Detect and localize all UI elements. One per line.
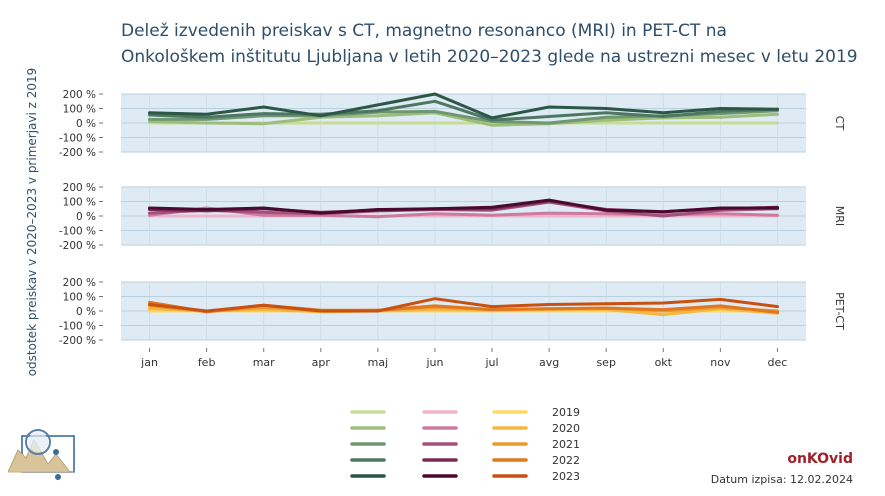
y-tick-label: 200 % — [63, 182, 96, 194]
panel-label: PET-CT — [833, 292, 846, 330]
legend-label: 2022 — [552, 454, 580, 467]
x-tick-label: sep — [596, 356, 615, 369]
legend: 2019 2020 2021 2022 2023 — [350, 406, 580, 483]
y-tick-label: 200 % — [63, 89, 96, 101]
y-tick-label: -100 % — [59, 133, 96, 145]
chart-title-line-2: Onkološkem inštitutu Ljubljana v letih 2… — [121, 47, 858, 67]
legend-label: 2023 — [552, 470, 580, 483]
y-tick-label: 200 % — [63, 277, 96, 289]
series-line-ct-2022 — [148, 99, 779, 122]
series-line-ct-2020 — [148, 111, 779, 127]
x-tick-label: jul — [484, 356, 498, 369]
panel-mri: -200 % -100 % 0 % 100 % 200 % MRI — [59, 182, 846, 252]
y-tick-label: 0 % — [76, 211, 96, 223]
x-tick-label: okt — [655, 356, 673, 369]
panel-ct: -200 % -100 % 0 % 100 % 200 % CT — [59, 89, 846, 159]
y-tick-label: -200 % — [59, 335, 96, 347]
x-tick-label: avg — [539, 356, 559, 369]
y-tick-label: 100 % — [63, 104, 96, 116]
panel-label: MRI — [833, 206, 846, 226]
y-tick-label: -200 % — [59, 147, 96, 159]
y-tick-label: 0 % — [76, 306, 96, 318]
date-label: Datum izpisa: 12.02.2024 — [710, 473, 853, 486]
series-line-ct-2023 — [148, 92, 779, 120]
chart-title-line-1: Delež izvedenih preiskav s CT, magnetno … — [121, 21, 727, 41]
onkovid-logo-icon — [8, 429, 75, 480]
y-tick-label: -100 % — [59, 321, 96, 333]
x-tick-label: jun — [425, 356, 443, 369]
y-tick-label: 0 % — [76, 118, 96, 130]
x-tick-label: jan — [140, 356, 158, 369]
x-tick-label: apr — [312, 356, 331, 369]
legend-label: 2019 — [552, 406, 580, 419]
panel-label: CT — [833, 116, 846, 131]
series-line-pet-ct-2023 — [148, 297, 779, 313]
y-axis-title: odstotek preiskav v 2020–2023 v primerja… — [25, 68, 39, 377]
chart-title: Delež izvedenih preiskav s CT, magnetno … — [121, 18, 881, 70]
x-tick-label: mar — [253, 356, 275, 369]
x-tick-label: nov — [710, 356, 731, 369]
series-line-mri-2023 — [148, 198, 779, 215]
x-tick-label: dec — [768, 356, 788, 369]
legend-label: 2020 — [552, 422, 580, 435]
panel-pet-ct: -200 % -100 % 0 % 100 % 200 % PET-CT — [59, 277, 846, 347]
brand-label: onKOvid — [787, 451, 853, 467]
legend-label: 2021 — [552, 438, 580, 451]
y-tick-label: -200 % — [59, 240, 96, 252]
y-tick-label: 100 % — [63, 292, 96, 304]
y-tick-label: -100 % — [59, 226, 96, 238]
x-tick-label: feb — [198, 356, 216, 369]
y-tick-label: 100 % — [63, 197, 96, 209]
x-tick-label: maj — [368, 356, 389, 369]
